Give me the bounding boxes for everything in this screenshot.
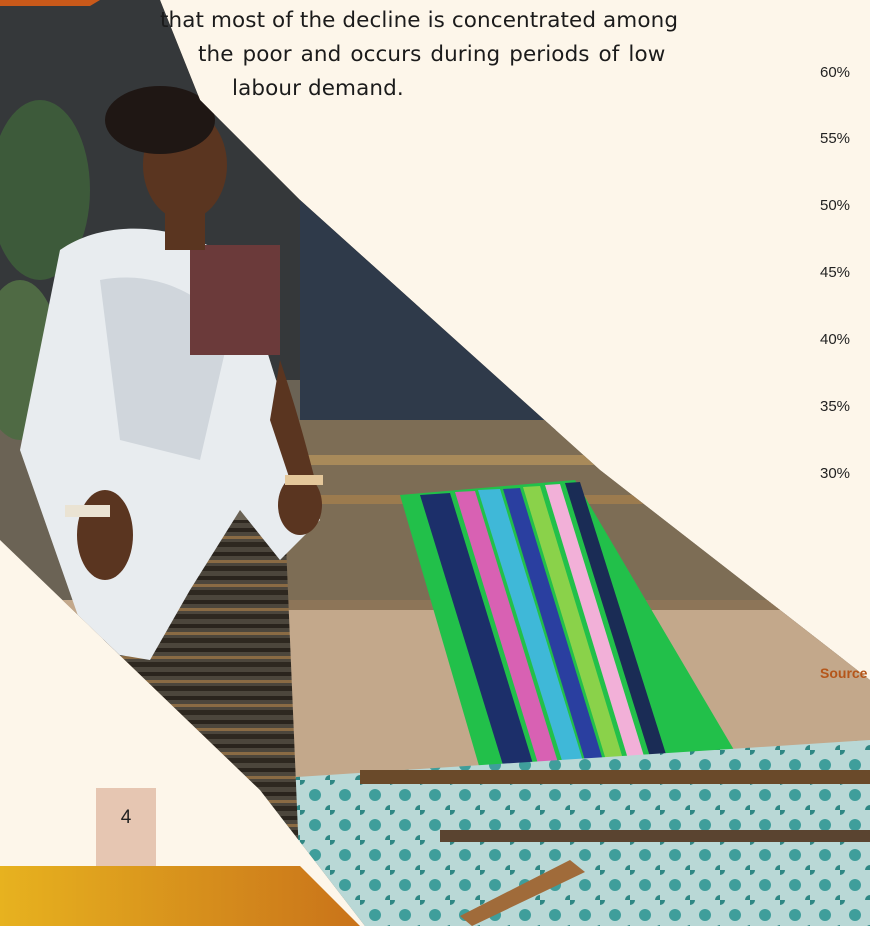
y-axis-tick: 55% [820, 130, 851, 147]
y-axis-tick: 45% [820, 264, 851, 281]
body-text-line-1: that most of the decline is concentrated… [160, 8, 679, 33]
y-axis-tick: 50% [820, 197, 851, 214]
y-axis-tick: 40% [820, 331, 851, 348]
chart-source-label: Source [820, 665, 868, 681]
body-text-line-2: the poor and occurs during periods of lo… [198, 42, 666, 67]
y-axis-tick: 30% [820, 465, 851, 482]
page-number: 4 [120, 807, 132, 828]
y-axis-tick: 35% [820, 398, 851, 415]
y-axis-tick: 60% [820, 64, 851, 81]
page-number-box: 4 [96, 788, 156, 866]
body-text-line-3: labour demand. [232, 76, 404, 101]
